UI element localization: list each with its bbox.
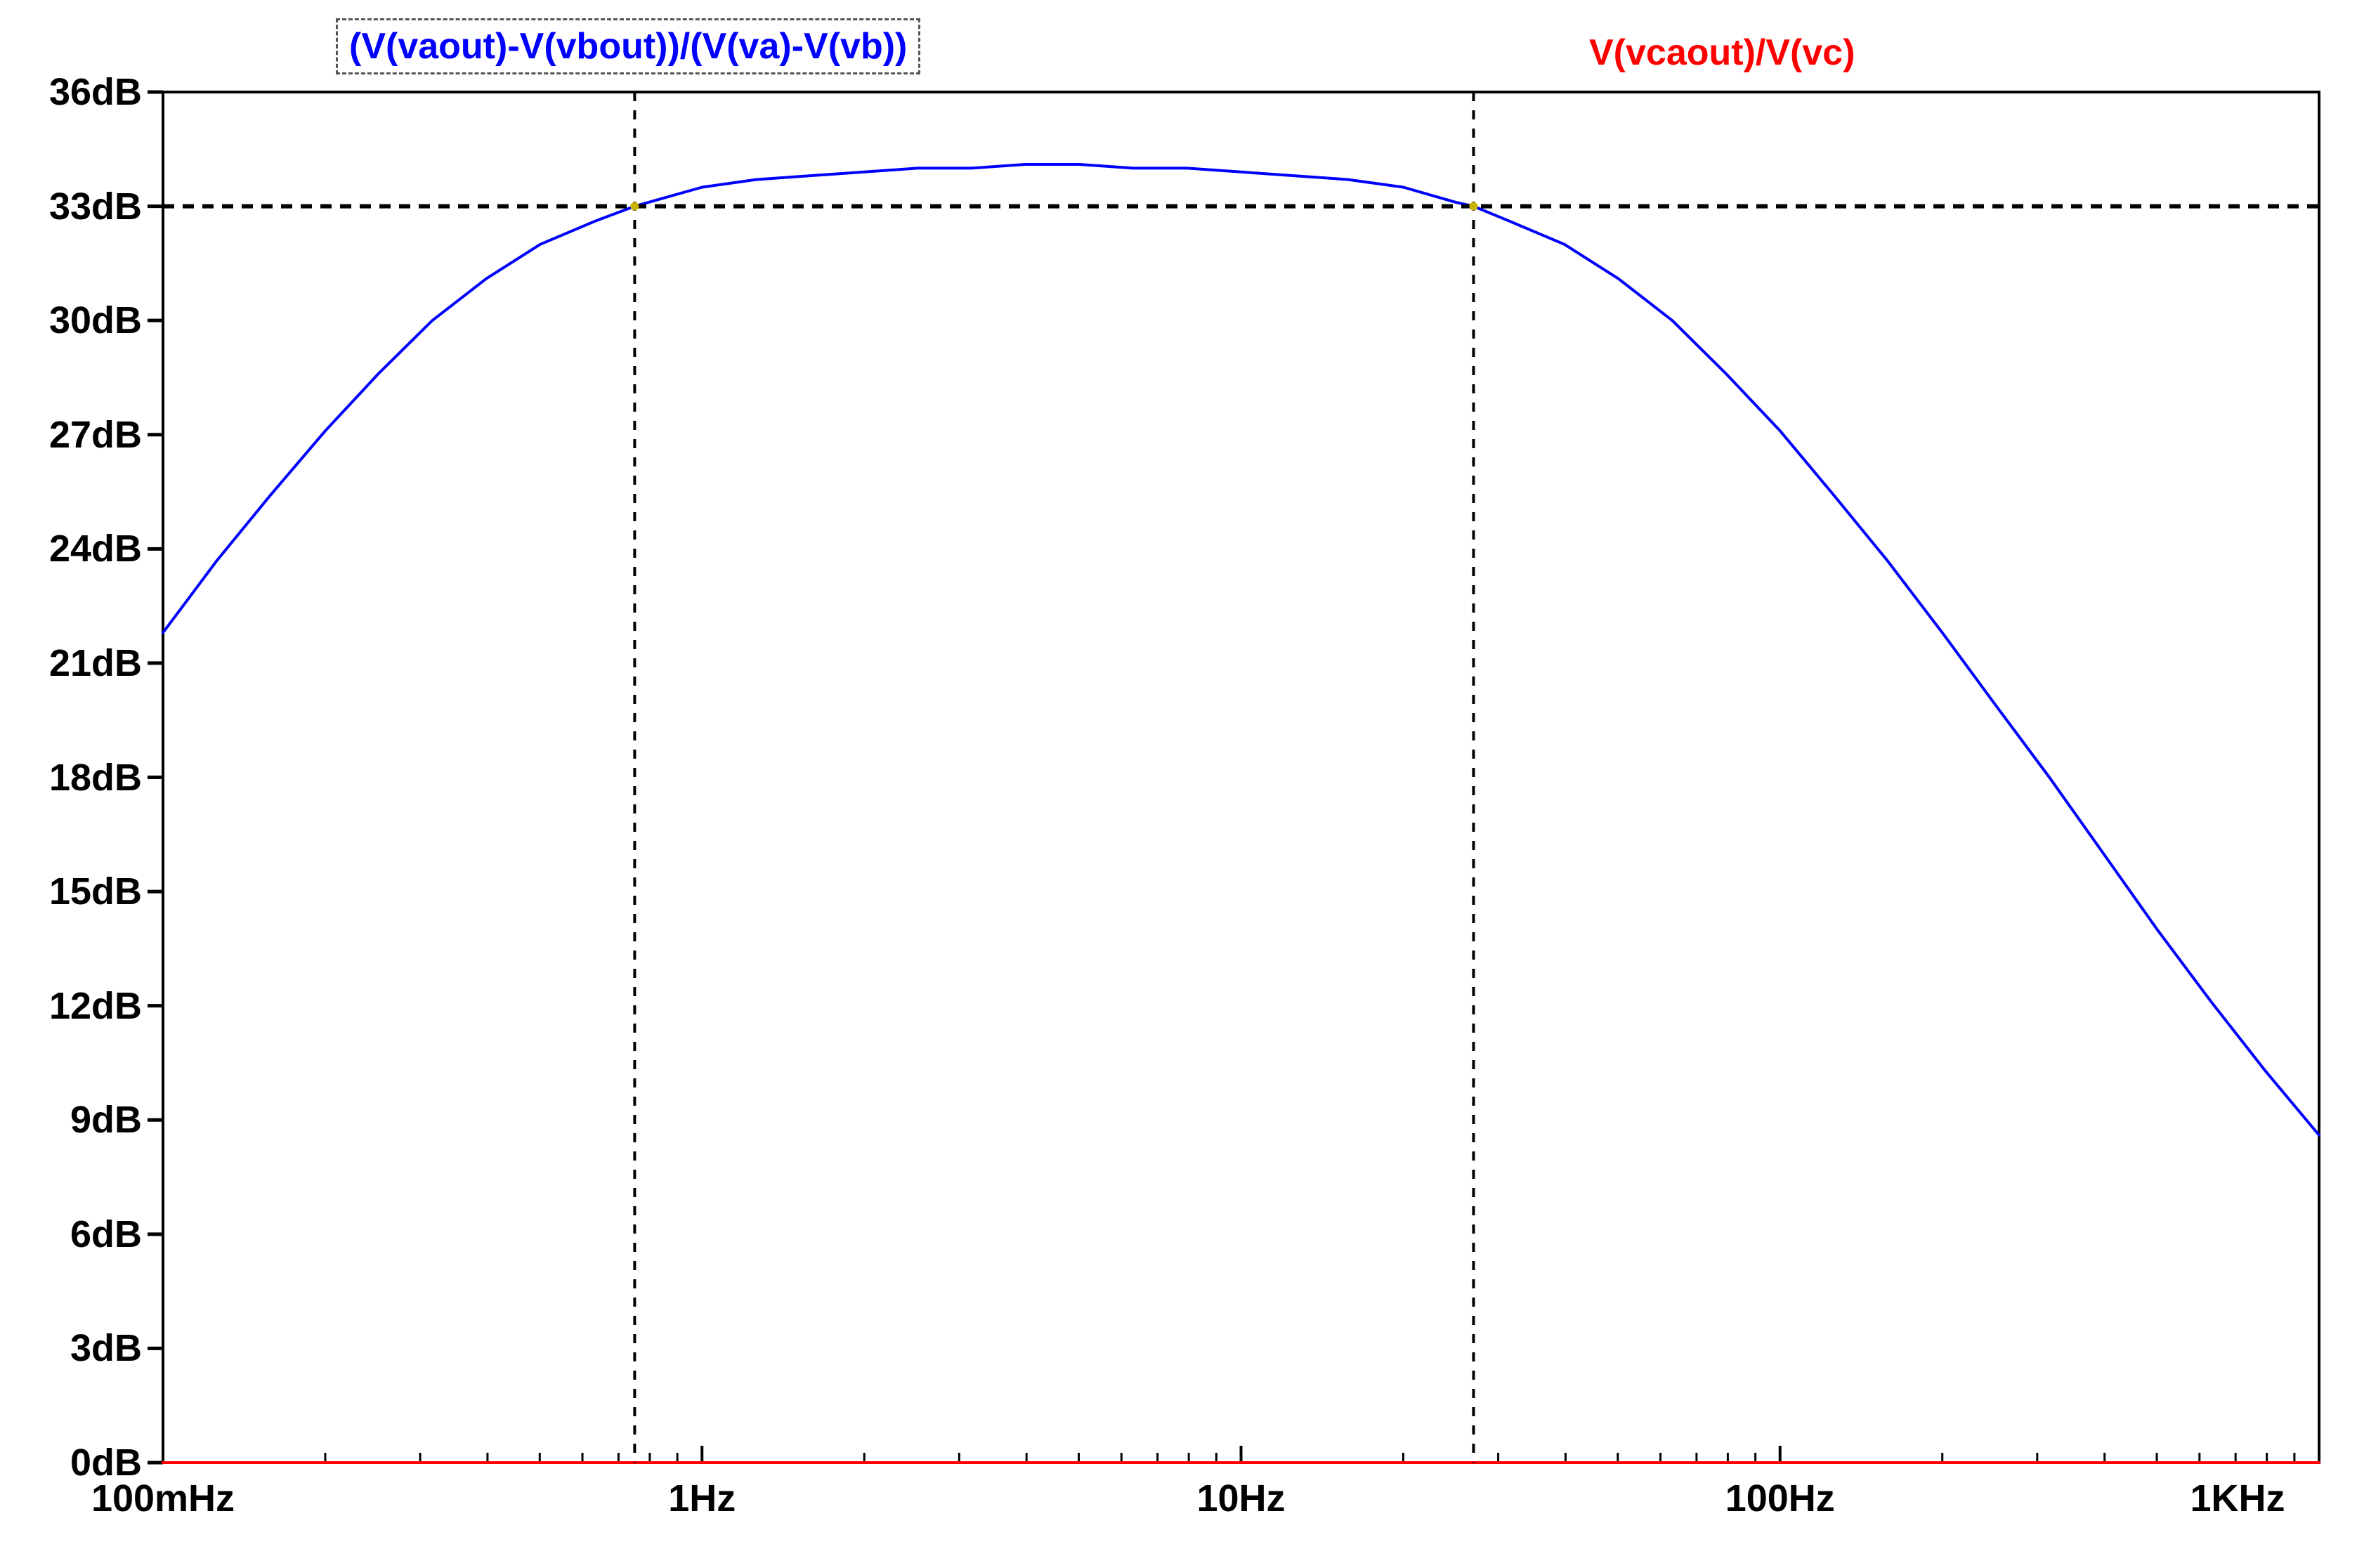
trace-label-differential-gain[interactable]: (V(vaout)-V(vbout))/(V(va)-V(vb)) (336, 18, 921, 75)
y-tick-label: 36dB (48, 71, 142, 113)
y-tick-label: 0dB (70, 1442, 142, 1484)
x-tick-label: 1KHz (2190, 1477, 2285, 1520)
y-tick-label: 18dB (48, 756, 142, 799)
trace-label-vcaout-gain[interactable]: V(vcaout)/V(vc) (1589, 32, 1855, 73)
x-tick-label: 100mHz (91, 1477, 235, 1520)
trace-blue (162, 163, 2320, 1137)
y-tick-label: 21dB (48, 641, 142, 684)
y-tick-label: 30dB (48, 299, 142, 342)
y-tick-label: 27dB (48, 413, 142, 456)
y-tick-label: 33dB (48, 185, 142, 228)
x-tick-label: 10Hz (1196, 1477, 1286, 1520)
cursor-intersection-marker (1469, 202, 1478, 211)
y-tick-label: 15dB (48, 870, 142, 913)
y-tick-label: 9dB (70, 1099, 142, 1142)
x-tick-label: 100Hz (1725, 1477, 1835, 1520)
y-tick-label: 3dB (70, 1327, 142, 1370)
y-tick-label: 6dB (70, 1213, 142, 1255)
y-tick-label: 24dB (48, 528, 142, 570)
y-tick-label: 12dB (48, 984, 142, 1027)
x-tick-label: 1Hz (668, 1477, 736, 1520)
cursor-intersection-marker (630, 202, 639, 211)
plot-area[interactable] (163, 92, 2319, 1463)
